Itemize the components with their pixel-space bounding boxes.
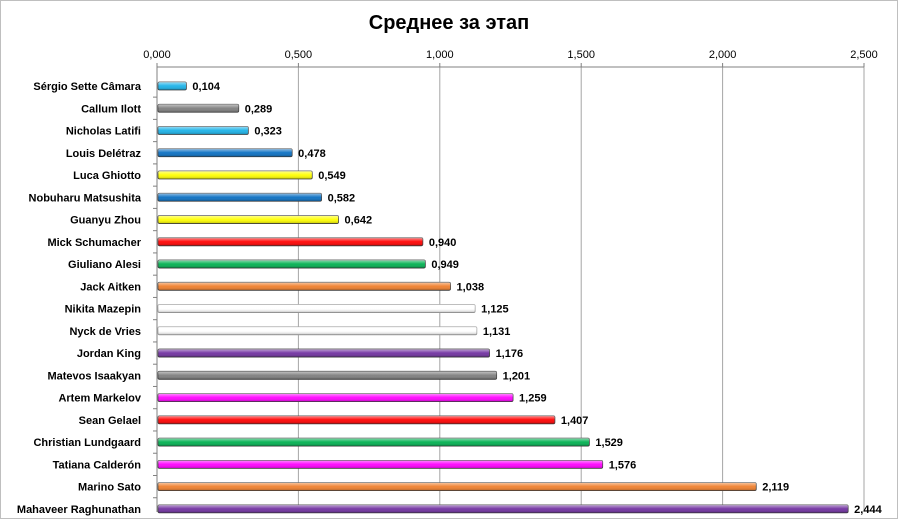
- bar-group: [157, 259, 426, 269]
- bar-group: [157, 103, 240, 113]
- bar-group: [157, 415, 556, 425]
- category-label: Louis Delétraz: [66, 148, 142, 160]
- data-label: 0,582: [328, 192, 356, 204]
- category-label: Mick Schumacher: [47, 237, 141, 249]
- bar-shading: [158, 482, 757, 491]
- bar-shading: [158, 415, 555, 424]
- category-label: Tatiana Calderón: [53, 459, 142, 471]
- category-label: Guanyu Zhou: [70, 215, 141, 227]
- category-label: Nikita Mazepin: [65, 304, 142, 316]
- bar-group: [157, 215, 339, 224]
- bar-group: [157, 326, 478, 336]
- bar-group: [157, 192, 322, 202]
- bar-shading: [158, 104, 239, 113]
- bar-shading: [158, 126, 249, 135]
- bar-group: [157, 504, 849, 514]
- bar-group: [157, 81, 187, 91]
- bar-group: [157, 370, 498, 380]
- category-label: Nobuharu Matsushita: [29, 192, 142, 204]
- bar-group: [157, 304, 476, 313]
- x-tick-label: 2,000: [709, 49, 737, 61]
- bar-shading: [158, 349, 490, 358]
- bar-group: [157, 237, 424, 247]
- bar-shading: [158, 148, 293, 157]
- bar-shading: [158, 504, 849, 513]
- bar-shading: [158, 282, 451, 291]
- bar-shading: [158, 393, 514, 402]
- bar-group: [157, 437, 590, 447]
- data-label: 2,444: [854, 504, 882, 516]
- data-label: 1,576: [609, 459, 637, 471]
- data-label: 1,407: [561, 415, 589, 427]
- bar-shading: [158, 460, 603, 469]
- x-tick-label: 1,000: [426, 49, 454, 61]
- bar-shading: [158, 304, 476, 313]
- category-label: Sérgio Sette Câmara: [33, 81, 141, 93]
- bar-shading: [158, 215, 339, 224]
- x-tick-label: 1,500: [567, 49, 595, 61]
- data-label: 0,940: [429, 237, 457, 249]
- category-label: Callum Ilott: [81, 103, 141, 115]
- category-label: Mahaveer Raghunathan: [17, 504, 141, 516]
- bar-group: [157, 348, 490, 358]
- bar-group: [157, 148, 293, 158]
- x-tick-label: 0,000: [143, 49, 171, 61]
- category-label: Nyck de Vries: [69, 326, 141, 338]
- data-label: 0,642: [345, 215, 373, 227]
- category-label: Marino Sato: [78, 482, 141, 494]
- category-label: Nicholas Latifi: [66, 126, 141, 138]
- data-label: 0,289: [245, 103, 273, 115]
- data-label: 1,529: [595, 437, 623, 449]
- bar-shading: [158, 438, 590, 447]
- data-label: 0,549: [318, 170, 346, 182]
- data-label: 0,323: [254, 126, 282, 138]
- data-label: 1,131: [483, 326, 511, 338]
- category-label: Giuliano Alesi: [68, 259, 141, 271]
- data-label: 1,259: [519, 393, 547, 405]
- data-label: 1,176: [496, 348, 524, 360]
- category-label: Jordan King: [77, 348, 141, 360]
- data-label: 1,038: [457, 281, 485, 293]
- data-label: 1,201: [503, 370, 531, 382]
- bar-group: [157, 459, 604, 469]
- data-label: 0,478: [298, 148, 326, 160]
- bar-group: [157, 126, 249, 135]
- bar-group: [157, 170, 313, 180]
- data-label: 0,104: [192, 81, 220, 93]
- category-label: Luca Ghiotto: [73, 170, 141, 182]
- chart-title: Среднее за этап: [368, 12, 530, 34]
- bar-shading: [158, 237, 423, 246]
- bar-shading: [158, 82, 187, 90]
- data-label: 2,119: [762, 482, 789, 494]
- x-tick-label: 0,500: [285, 49, 313, 61]
- category-label: Christian Lundgaard: [33, 437, 141, 449]
- category-label: Sean Gelael: [79, 415, 141, 427]
- data-label: 1,125: [481, 304, 509, 316]
- bar-shading: [158, 171, 313, 180]
- bar-shading: [158, 260, 426, 269]
- bar-shading: [158, 371, 497, 380]
- bar-shading: [158, 326, 477, 335]
- category-label: Artem Markelov: [58, 393, 141, 405]
- x-tick-label: 2,500: [850, 49, 878, 61]
- bar-group: [157, 482, 757, 492]
- category-label: Matevos Isaakyan: [47, 370, 141, 382]
- data-label: 0,949: [431, 259, 459, 271]
- bar-shading: [158, 193, 322, 202]
- category-label: Jack Aitken: [80, 281, 141, 293]
- bar-group: [157, 281, 451, 291]
- bar-group: [157, 393, 514, 402]
